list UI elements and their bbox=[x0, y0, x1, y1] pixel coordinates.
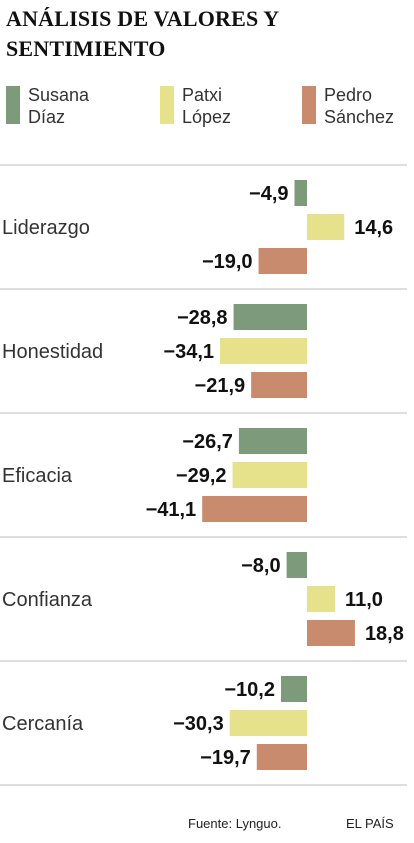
data-label-susana-diaz-eficacia: −26,7 bbox=[182, 431, 233, 453]
category-label-confianza: Confianza bbox=[2, 589, 93, 611]
category-label-liderazgo: Liderazgo bbox=[2, 217, 90, 239]
bar-susana-diaz-eficacia bbox=[238, 428, 307, 454]
bar-susana-diaz-honestidad bbox=[233, 304, 307, 330]
bar-pedro-sanchez-cercania bbox=[256, 744, 307, 770]
category-label-cercania: Cercanía bbox=[2, 713, 84, 735]
data-label-patxi-lopez-honestidad: −34,1 bbox=[163, 341, 214, 363]
chart-title: ANÁLISIS DE VALORES Y SENTIMIENTO bbox=[6, 6, 279, 61]
data-label-patxi-lopez-confianza: 11,0 bbox=[345, 589, 383, 611]
bar-susana-diaz-confianza bbox=[286, 552, 307, 578]
bar-pedro-sanchez-liderazgo bbox=[258, 248, 307, 274]
legend-swatch-susana-diaz bbox=[6, 86, 20, 124]
category-label-eficacia: Eficacia bbox=[2, 465, 73, 487]
bar-patxi-lopez-cercania bbox=[229, 710, 307, 736]
bar-pedro-sanchez-honestidad bbox=[251, 372, 307, 398]
data-label-patxi-lopez-liderazgo: 14,6 bbox=[354, 217, 393, 239]
legend-label-patxi-lopez: Patxi López bbox=[182, 85, 232, 127]
brand-label: EL PAÍS bbox=[346, 816, 394, 831]
data-label-pedro-sanchez-cercania: −19,7 bbox=[200, 747, 251, 769]
bar-patxi-lopez-confianza bbox=[307, 586, 336, 612]
bar-pedro-sanchez-confianza bbox=[307, 620, 355, 646]
bar-patxi-lopez-honestidad bbox=[220, 338, 307, 364]
data-label-pedro-sanchez-eficacia: −41,1 bbox=[146, 499, 197, 521]
data-label-pedro-sanchez-confianza: 18,8 bbox=[365, 623, 404, 645]
legend-label-susana-diaz: Susana Díaz bbox=[28, 85, 90, 127]
category-label-honestidad: Honestidad bbox=[2, 341, 103, 363]
data-label-pedro-sanchez-liderazgo: −19,0 bbox=[202, 251, 253, 273]
data-label-pedro-sanchez-honestidad: −21,9 bbox=[195, 375, 246, 397]
data-label-susana-diaz-cercania: −10,2 bbox=[224, 679, 275, 701]
data-label-patxi-lopez-cercania: −30,3 bbox=[173, 713, 224, 735]
source-note: Fuente: Lynguo. bbox=[188, 816, 282, 831]
bar-patxi-lopez-liderazgo bbox=[307, 214, 345, 240]
data-label-susana-diaz-liderazgo: −4,9 bbox=[249, 183, 288, 205]
legend-swatch-patxi-lopez bbox=[160, 86, 174, 124]
data-label-patxi-lopez-eficacia: −29,2 bbox=[176, 465, 227, 487]
bar-susana-diaz-liderazgo bbox=[294, 180, 307, 206]
data-label-susana-diaz-honestidad: −28,8 bbox=[177, 307, 228, 329]
bar-patxi-lopez-eficacia bbox=[232, 462, 307, 488]
legend-label-pedro-sanchez: Pedro Sánchez bbox=[324, 85, 395, 127]
data-label-susana-diaz-confianza: −8,0 bbox=[241, 555, 280, 577]
legend-swatch-pedro-sanchez bbox=[302, 86, 316, 124]
bar-susana-diaz-cercania bbox=[280, 676, 307, 702]
bar-pedro-sanchez-eficacia bbox=[202, 496, 307, 522]
